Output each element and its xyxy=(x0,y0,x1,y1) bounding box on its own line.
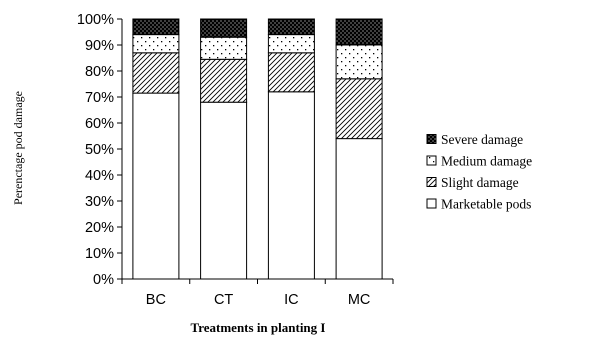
bar-segment-mc-medium-damage xyxy=(335,44,383,80)
legend-label-severe-damage: Severe damage xyxy=(441,132,523,147)
legend-label-marketable-pods: Marketable pods xyxy=(441,197,531,212)
bar-segment-ic-marketable-pods xyxy=(267,91,315,280)
x-axis-title: Treatments in planting I xyxy=(191,320,326,335)
bar-segment-ic-severe-damage xyxy=(267,18,315,36)
y-axis-title: Perenctage pod damage xyxy=(11,91,25,205)
y-tick-label: 80% xyxy=(85,64,114,80)
legend-swatch-marketable-pods xyxy=(426,198,437,209)
legend-swatch-medium-damage xyxy=(426,155,437,166)
bar-segment-ic-medium-damage xyxy=(267,34,315,54)
x-tick-label: CT xyxy=(214,292,233,308)
y-tick-label: 20% xyxy=(85,220,114,236)
y-tick-label: 50% xyxy=(85,142,114,158)
y-tick-label: 90% xyxy=(85,38,114,54)
y-tick-label: 30% xyxy=(85,194,114,210)
y-tick-label: 100% xyxy=(77,12,114,28)
bars-layer xyxy=(132,18,383,280)
bar-segment-ct-severe-damage xyxy=(200,18,248,38)
y-tick-label: 70% xyxy=(85,90,114,106)
x-tick-label: BC xyxy=(146,292,166,308)
legend-label-medium-damage: Medium damage xyxy=(441,154,532,169)
bar-segment-mc-slight-damage xyxy=(335,78,383,140)
legend-swatch-slight-damage xyxy=(426,177,437,187)
bar-segment-bc-slight-damage xyxy=(132,52,180,94)
axes-layer: 0% 10% 20% 30% 40% 50% 60% 70% 80% 90% 100% BC CT IC M… xyxy=(77,12,394,308)
y-tick-label: 40% xyxy=(85,168,114,184)
bar-segment-mc-marketable-pods xyxy=(335,138,383,280)
bar-segment-mc-severe-damage xyxy=(335,18,383,46)
y-tick-label: 10% xyxy=(85,246,114,262)
y-tick-label: 60% xyxy=(85,116,114,132)
bar-segment-ct-marketable-pods xyxy=(200,101,248,280)
bar-segment-bc-marketable-pods xyxy=(132,92,180,280)
x-tick-label: IC xyxy=(284,292,299,308)
bar-segment-ct-medium-damage xyxy=(200,36,248,60)
legend: Severe damage Medium damage Slight damage M… xyxy=(426,132,532,212)
bar-segment-bc-severe-damage xyxy=(132,18,180,36)
x-tick-label: MC xyxy=(348,292,371,308)
legend-label-slight-damage: Slight damage xyxy=(441,175,519,190)
bar-segment-bc-medium-damage xyxy=(132,34,180,54)
bar-segment-ic-slight-damage xyxy=(267,52,315,93)
bar-segment-ct-slight-damage xyxy=(200,58,248,103)
legend-swatch-severe-damage xyxy=(426,134,437,144)
y-tick-label: 0% xyxy=(93,272,114,288)
